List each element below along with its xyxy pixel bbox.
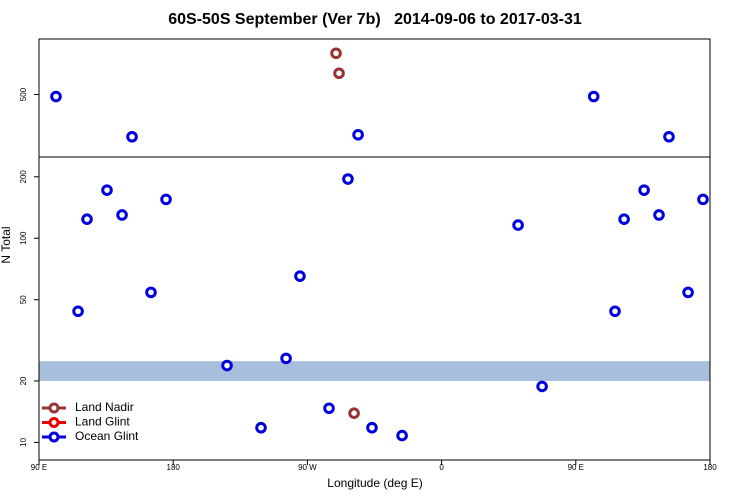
data-point [221, 359, 233, 372]
data-point [663, 130, 675, 143]
data-point [638, 184, 650, 196]
data-point [587, 90, 600, 103]
shaded-band [39, 361, 710, 381]
data-point [682, 286, 694, 299]
y-tick-label: 100 [19, 231, 28, 245]
y-tick-label: 50 [19, 295, 28, 304]
y-tick-label: 200 [19, 170, 28, 184]
x-tick-label: 180 [703, 463, 717, 472]
data-point [348, 407, 360, 420]
y-tick-label: 500 [19, 87, 28, 101]
x-tick-label: 0 [439, 463, 444, 472]
y-axis-label: N Total [0, 226, 13, 263]
data-point [609, 305, 621, 318]
legend-marker [48, 417, 60, 428]
data-point [342, 173, 354, 185]
y-tick-label: 10 [19, 437, 28, 446]
data-point [50, 90, 62, 103]
legend-label: Ocean Glint [75, 429, 139, 443]
x-tick-label: 180 [167, 463, 181, 472]
data-point [101, 184, 113, 196]
data-point [653, 209, 665, 221]
data-point [72, 305, 84, 318]
data-point [280, 352, 292, 365]
data-point [116, 209, 128, 221]
y-tick-label: 20 [19, 376, 28, 385]
data-point [294, 270, 306, 282]
data-point [330, 47, 342, 60]
data-point [396, 429, 408, 442]
data-point [160, 193, 172, 206]
legend-marker [48, 431, 60, 443]
data-point [255, 421, 267, 434]
data-point [81, 213, 93, 225]
data-point [618, 213, 630, 225]
data-point [145, 286, 157, 299]
legend-marker [48, 402, 60, 414]
data-point [512, 219, 524, 231]
plot-frame [38, 38, 711, 461]
x-tick-label: 90 E [568, 463, 584, 472]
legend-label: Land Nadir [75, 400, 134, 414]
x-axis-label: Longitude (deg E) [327, 476, 422, 490]
x-tick-label: 90 W [298, 463, 317, 472]
data-point [352, 128, 364, 141]
data-point [366, 421, 378, 434]
data-point [323, 402, 335, 415]
legend-label: Land Glint [75, 415, 130, 429]
data-point [126, 130, 138, 143]
data-point [333, 67, 345, 80]
chart-title: 60S-50S September (Ver 7b) 2014-09-06 to… [168, 11, 582, 28]
data-point [697, 193, 709, 206]
x-tick-label: 90 E [31, 463, 47, 472]
data-point [536, 380, 548, 393]
